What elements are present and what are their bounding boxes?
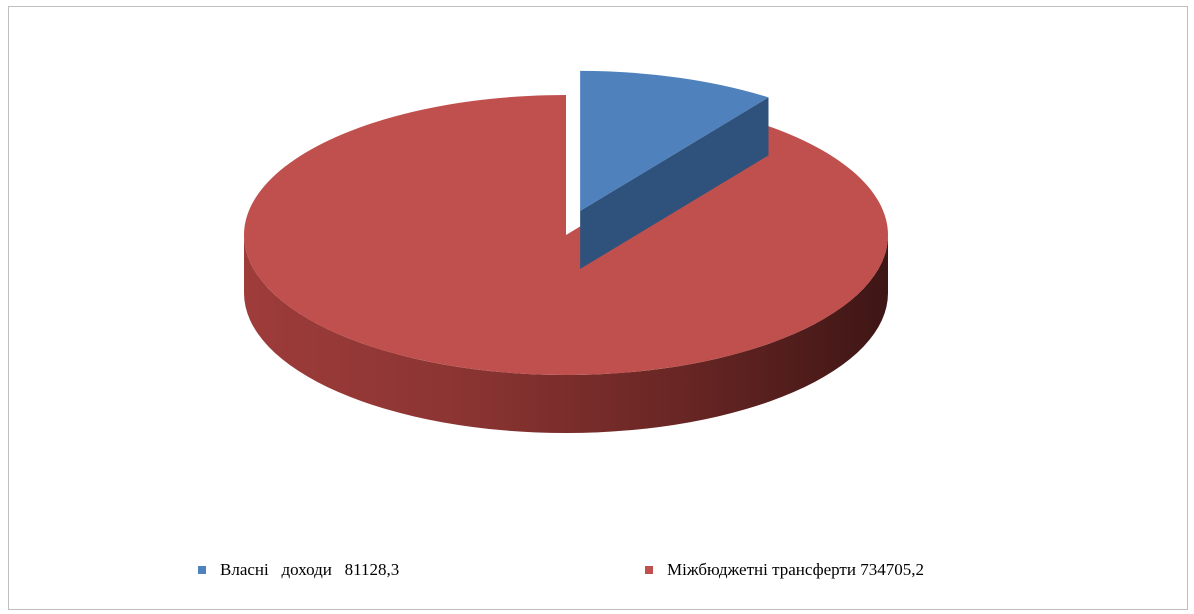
slice-own-revenue xyxy=(580,70,769,211)
legend-item-transfers: Міжбюджетні трансферти 734705,2 xyxy=(645,560,924,580)
legend-label-transfers: Міжбюджетні трансферти 734705,2 xyxy=(667,560,924,579)
legend: Власні доходи 81128,3 Міжбюджетні трансф… xyxy=(0,560,1194,590)
slice-side-transfers xyxy=(244,235,888,433)
slice-side-own-revenue xyxy=(580,97,769,269)
legend-swatch-transfers xyxy=(645,566,653,574)
legend-swatch-own-revenue xyxy=(198,566,206,574)
legend-label-own-revenue: Власні доходи 81128,3 xyxy=(220,560,400,579)
slice-transfers xyxy=(244,95,888,375)
legend-item-own-revenue: Власні доходи 81128,3 xyxy=(198,560,399,580)
